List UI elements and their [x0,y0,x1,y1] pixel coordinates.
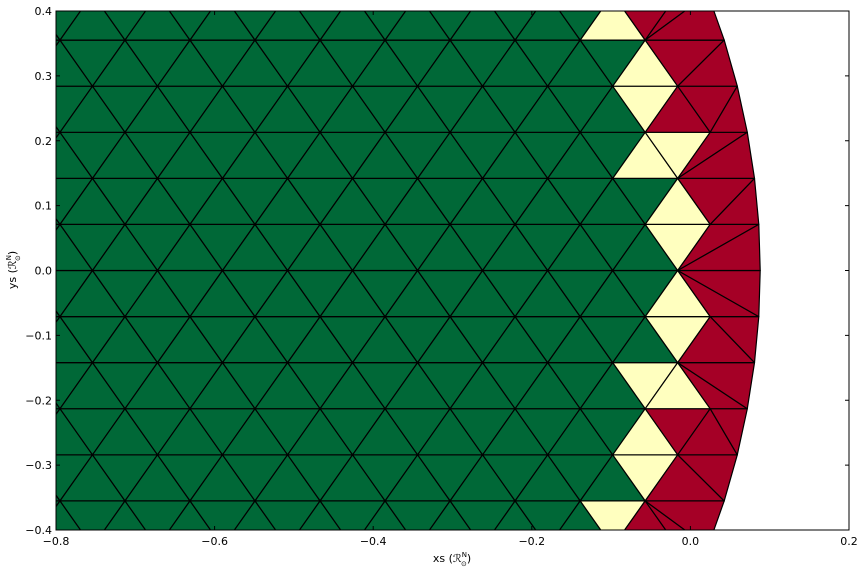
x-tick-label: 0.0 [682,535,700,548]
mesh-triangle [677,39,738,87]
x-tick-label: −0.8 [43,535,70,548]
y-tick-label: 0.1 [35,200,53,213]
mesh-triangle [0,363,28,409]
mesh-triangle [677,131,756,179]
x-tick-label: 0.2 [840,535,858,548]
mesh-triangle [0,455,28,501]
x-axis-ticks: −0.8 −0.6 −0.4 −0.2 0.0 0.2 [43,11,858,548]
x-tick-label: −0.4 [360,535,387,548]
mesh-triangle [644,11,725,41]
y-tick-label: −0.3 [25,459,52,472]
mesh-triangle [677,223,761,272]
y-tick-label: −0.2 [25,394,52,407]
x-tick-label: −0.6 [201,535,228,548]
mesh-triangle [709,85,748,133]
y-tick-label: 0.3 [35,70,53,83]
x-axis-label: xs (ℛN ⊙) [433,551,471,568]
y-tick-label: 0.2 [35,135,53,148]
mesh-triangle [0,40,28,86]
mesh-triangle [0,132,28,178]
mesh-plot-area [0,0,761,547]
mesh-triangle [0,178,28,224]
mesh-triangle [0,409,28,455]
mesh-triangle [0,86,28,132]
mesh-triangle [0,317,28,363]
mesh-triangle [56,408,61,416]
mesh-triangle [0,0,28,40]
x-tick-label: −0.2 [518,535,545,548]
y-axis-label: ys (ℛN⊙) [5,251,22,289]
y-axis-ticks: 0.4 0.3 0.2 0.1 0.0 −0.1 −0.2 −0.3 −0.4 [25,5,849,537]
y-tick-label: 0.0 [35,265,53,278]
y-tick-label: −0.1 [25,329,52,342]
mesh-triangle [0,501,28,547]
y-tick-label: 0.4 [35,5,53,18]
mesh-triangle [56,125,61,133]
mesh-triangle [709,177,760,225]
y-tick-label: −0.4 [25,524,52,537]
